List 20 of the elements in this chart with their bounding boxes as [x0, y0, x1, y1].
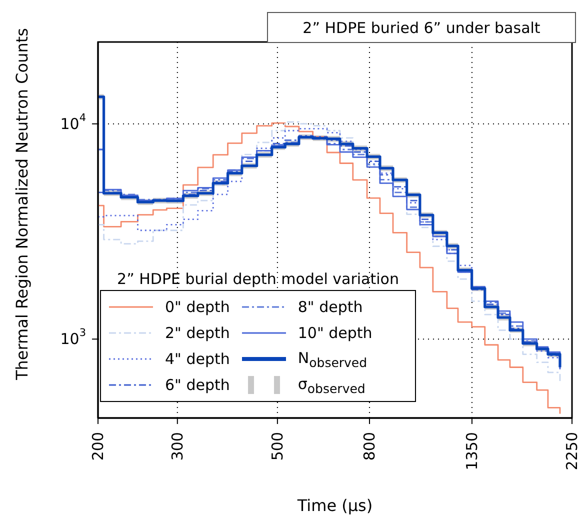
legend-label: 8" depth — [298, 298, 363, 316]
legend-label: 0" depth — [165, 298, 230, 316]
legend-title: 2” HDPE burial depth model variation — [116, 270, 400, 288]
legend-label: N$_{observed}$ — [298, 348, 368, 370]
x-tick-label: 2250 — [563, 432, 581, 470]
legend-label: 6" depth — [165, 376, 230, 394]
legend-label: 10" depth — [298, 324, 372, 342]
legend-label: 2" depth — [165, 324, 230, 342]
x-tick-label: 500 — [268, 432, 286, 461]
x-axis-title: Time (μs) — [296, 496, 373, 515]
y-tick-label: 10$^{3}$ — [60, 327, 86, 348]
y-axis-title: Thermal Region Normalized Neutron Counts — [12, 28, 32, 381]
x-tick-label: 200 — [89, 432, 107, 461]
x-tick-label: 300 — [168, 432, 186, 461]
legend-label: σ$_{observed}$ — [298, 374, 366, 396]
y-tick-label: 10$^{4}$ — [60, 112, 86, 133]
x-tick-label: 1350 — [462, 432, 481, 470]
chart-title: 2” HDPE buried 6” under basalt — [267, 12, 576, 43]
legend-label: 4" depth — [165, 350, 230, 368]
x-tick-label: 800 — [360, 432, 378, 461]
